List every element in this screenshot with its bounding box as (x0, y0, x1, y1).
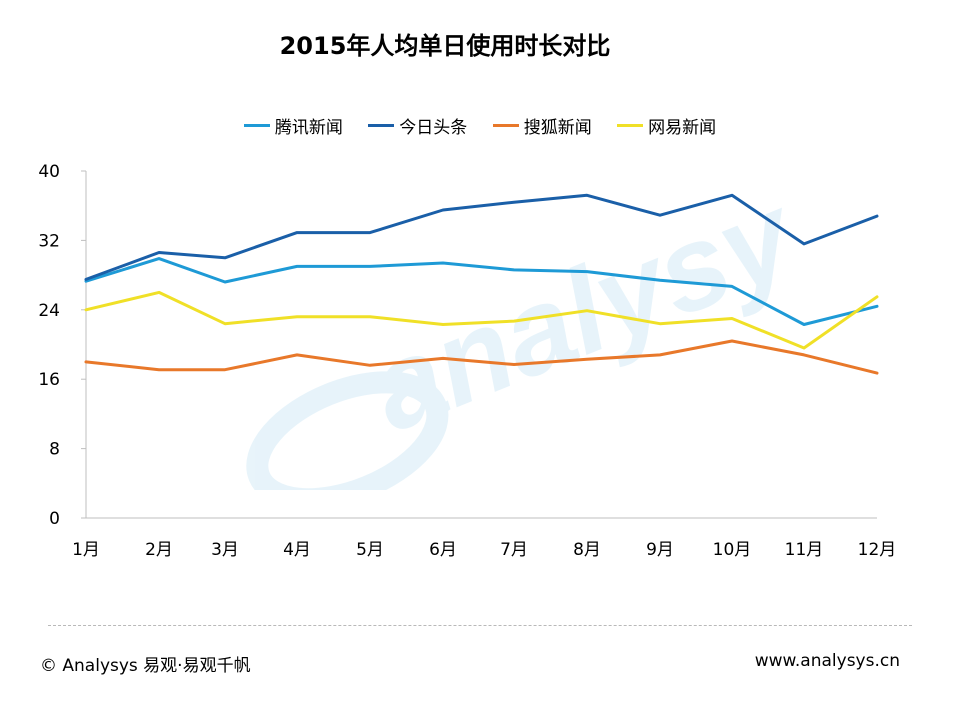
x-tick-label: 4月 (283, 540, 311, 560)
x-tick-label: 6月 (429, 540, 457, 560)
y-tick-label: 40 (38, 162, 60, 182)
x-tick-label: 3月 (211, 540, 239, 560)
x-tick-label: 7月 (500, 540, 528, 560)
x-tick-label: 12月 (858, 540, 897, 560)
legend-item-tencent: 腾讯新闻 (243, 113, 343, 138)
footer-divider (48, 625, 912, 626)
x-tick-label: 5月 (356, 540, 384, 560)
x-tick-label: 2月 (145, 540, 173, 560)
y-tick-label: 0 (49, 509, 60, 529)
y-tick-label: 24 (38, 301, 60, 321)
legend-item-netease: 网易新闻 (617, 113, 716, 138)
y-tick-label: 16 (38, 370, 60, 390)
series-line-1 (84, 193, 879, 281)
series-line-0 (84, 257, 879, 326)
legend-item-toutiao: 今日头条 (368, 113, 467, 138)
x-tick-label: 10月 (713, 540, 752, 560)
chart-title: 2015年人均单日使用时长对比 (279, 32, 611, 60)
legend-label-netease: 网易新闻 (648, 118, 717, 138)
legend-label-sohu: 搜狐新闻 (523, 118, 592, 138)
series-line-3 (84, 290, 879, 350)
legend-item-sohu: 搜狐新闻 (492, 113, 592, 138)
footer-copyright: © Analysys 易观·易观千帆 (40, 656, 251, 676)
x-tick-label: 11月 (785, 540, 824, 560)
legend-swatch-tencent (243, 124, 270, 127)
legend-swatch-sohu (492, 124, 519, 127)
x-tick-label: 9月 (646, 540, 674, 560)
x-tick-label: 1月 (72, 540, 100, 560)
chart-axes: 0 8 16 24 32 40 1月 2月 3月 4月 5月 6月 7月 8月 9月 10月 11月 12月 (38, 162, 896, 560)
chart-legend: 腾讯新闻 今日头条 搜狐新闻 网易新闻 (0, 112, 960, 138)
y-tick-label: 32 (38, 231, 60, 251)
legend-swatch-netease (617, 124, 644, 127)
legend-label-toutiao: 今日头条 (399, 118, 468, 138)
legend-swatch-toutiao (368, 124, 395, 127)
y-tick-label: 8 (49, 440, 60, 460)
x-tick-label: 8月 (573, 540, 601, 560)
footer-url: www.analysys.cn (754, 651, 900, 671)
legend-label-tencent: 腾讯新闻 (274, 118, 343, 138)
chart-series (84, 193, 879, 375)
series-line-2 (84, 339, 879, 375)
